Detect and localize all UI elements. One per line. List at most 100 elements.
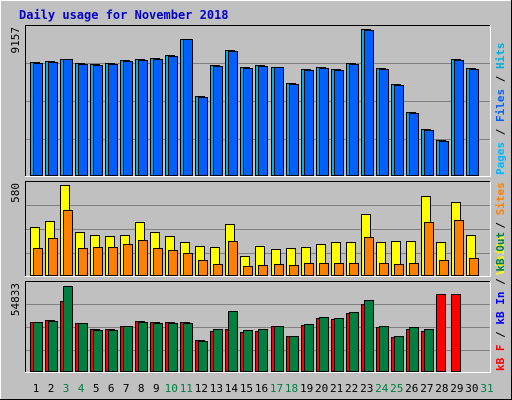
bar-sites-day-1 xyxy=(33,248,43,276)
day-label-23: 23 xyxy=(360,382,373,395)
bar-sites-day-28 xyxy=(439,260,449,276)
legend-entry: Pages xyxy=(494,142,507,175)
bar-sites-day-13 xyxy=(213,264,223,276)
bar-files-day-8 xyxy=(138,60,148,176)
legend-entry: / xyxy=(494,272,507,292)
bar-kb-out-day-5 xyxy=(93,330,103,372)
bar-files-day-23 xyxy=(364,30,374,176)
legend-entry: / xyxy=(494,215,507,235)
bar-kb-out-day-19 xyxy=(304,324,314,372)
bar-sites-day-26 xyxy=(409,263,419,276)
bar-files-day-13 xyxy=(213,66,223,176)
bar-sites-day-2 xyxy=(48,238,58,276)
bar-kb-out-day-9 xyxy=(153,323,163,372)
bar-files-day-30 xyxy=(469,69,479,176)
bar-kb-out-day-11 xyxy=(183,323,193,372)
bar-sites-day-23 xyxy=(364,237,374,276)
bar-files-day-2 xyxy=(48,62,58,176)
bar-sites-day-11 xyxy=(183,253,193,276)
day-label-2: 2 xyxy=(48,382,55,395)
day-label-18: 18 xyxy=(285,382,298,395)
bar-sites-day-14 xyxy=(228,241,238,276)
panel-visits-sites: 580 Visits / Sites xyxy=(9,181,507,277)
day-label-14: 14 xyxy=(225,382,239,395)
day-label-25: 25 xyxy=(390,382,403,395)
bar-kb-out-day-1 xyxy=(33,322,43,372)
bar-files-day-18 xyxy=(289,84,299,176)
legend-entry: kB In xyxy=(494,292,507,325)
bar-files-day-9 xyxy=(153,59,163,176)
day-label-6: 6 xyxy=(108,382,115,395)
y-max-label: 580 xyxy=(9,183,22,203)
bar-files-day-15 xyxy=(243,68,253,176)
y-max-label: 9157 xyxy=(9,27,22,54)
bar-kb-out-day-24 xyxy=(379,326,389,372)
bar-files-day-10 xyxy=(168,56,178,176)
day-label-26: 26 xyxy=(405,382,418,395)
bar-kb-out-day-18 xyxy=(289,336,299,372)
day-label-11: 11 xyxy=(180,382,193,395)
day-label-13: 13 xyxy=(210,382,223,395)
day-label-21: 21 xyxy=(330,382,343,395)
bar-sites-day-25 xyxy=(394,264,404,276)
bar-sites-day-4 xyxy=(78,248,88,276)
legend-entry: / xyxy=(494,325,507,345)
day-label-7: 7 xyxy=(123,382,130,395)
bar-files-day-24 xyxy=(379,69,389,176)
bar-sites-day-16 xyxy=(258,265,268,276)
legend-entry: Sites xyxy=(494,182,507,215)
bar-files-day-16 xyxy=(258,66,268,176)
day-label-3: 3 xyxy=(63,382,70,395)
bar-sites-day-30 xyxy=(469,258,479,276)
panel-kbytes: 54833 kB F / kB In / kB Out xyxy=(9,232,507,373)
bar-files-day-4 xyxy=(78,64,88,176)
bar-kb-out-day-20 xyxy=(319,317,329,372)
bar-files-day-19 xyxy=(304,70,314,176)
bar-files-day-20 xyxy=(319,68,329,176)
bar-kb-out-day-16 xyxy=(258,329,268,372)
bar-kb-out-day-8 xyxy=(138,322,148,372)
bar-files-day-11 xyxy=(183,39,193,176)
bar-sites-day-21 xyxy=(334,263,344,276)
day-label-20: 20 xyxy=(315,382,328,395)
bar-files-day-1 xyxy=(33,63,43,176)
bar-sites-day-10 xyxy=(168,250,178,276)
bar-files-day-3 xyxy=(63,59,73,176)
series-legend: kB F / kB In / kB Out xyxy=(494,232,507,371)
day-label-9: 9 xyxy=(153,382,160,395)
legend-entry: / xyxy=(494,122,507,142)
bar-kb-out-day-23 xyxy=(364,300,374,372)
legend-entry: Files xyxy=(494,89,507,122)
day-label-1: 1 xyxy=(33,382,40,395)
panel-hits-files-pages: 9157 Pages / Files / Hits xyxy=(9,25,507,177)
bar-files-day-27 xyxy=(424,130,434,176)
day-label-29: 29 xyxy=(450,382,463,395)
bar-kb-out-day-15 xyxy=(243,330,253,372)
legend-entry: / xyxy=(494,69,507,89)
day-label-19: 19 xyxy=(300,382,313,395)
bar-files-day-28 xyxy=(439,141,449,176)
bar-files-day-5 xyxy=(93,65,103,176)
bar-sites-day-29 xyxy=(454,220,464,276)
bar-sites-day-7 xyxy=(123,244,133,276)
day-label-15: 15 xyxy=(240,382,253,395)
bar-sites-day-3 xyxy=(63,210,73,276)
bar-files-day-21 xyxy=(334,70,344,176)
bar-sites-day-5 xyxy=(93,247,103,276)
bar-kb-out-day-12 xyxy=(198,341,208,372)
day-axis: 1 2 3 4 5 6 7 8 9 10 11 12 13 14 15 16 17 18 19 20 21 22 23 24 2… xyxy=(33,382,494,395)
bar-sites-day-6 xyxy=(108,247,118,276)
series-legend: Pages / Files / Hits xyxy=(494,43,507,176)
bar-kb-out-day-2 xyxy=(48,321,58,372)
day-label-8: 8 xyxy=(138,382,145,395)
day-label-12: 12 xyxy=(195,382,208,395)
bar-sites-day-12 xyxy=(198,260,208,276)
day-label-17: 17 xyxy=(270,382,283,395)
bar-files-day-7 xyxy=(123,61,133,176)
bar-kb-out-day-26 xyxy=(409,327,419,372)
bar-sites-day-18 xyxy=(289,265,299,276)
day-label-31: 31 xyxy=(480,382,493,395)
bar-kb-out-day-25 xyxy=(394,336,404,372)
bar-kb-out-day-3 xyxy=(63,286,73,372)
